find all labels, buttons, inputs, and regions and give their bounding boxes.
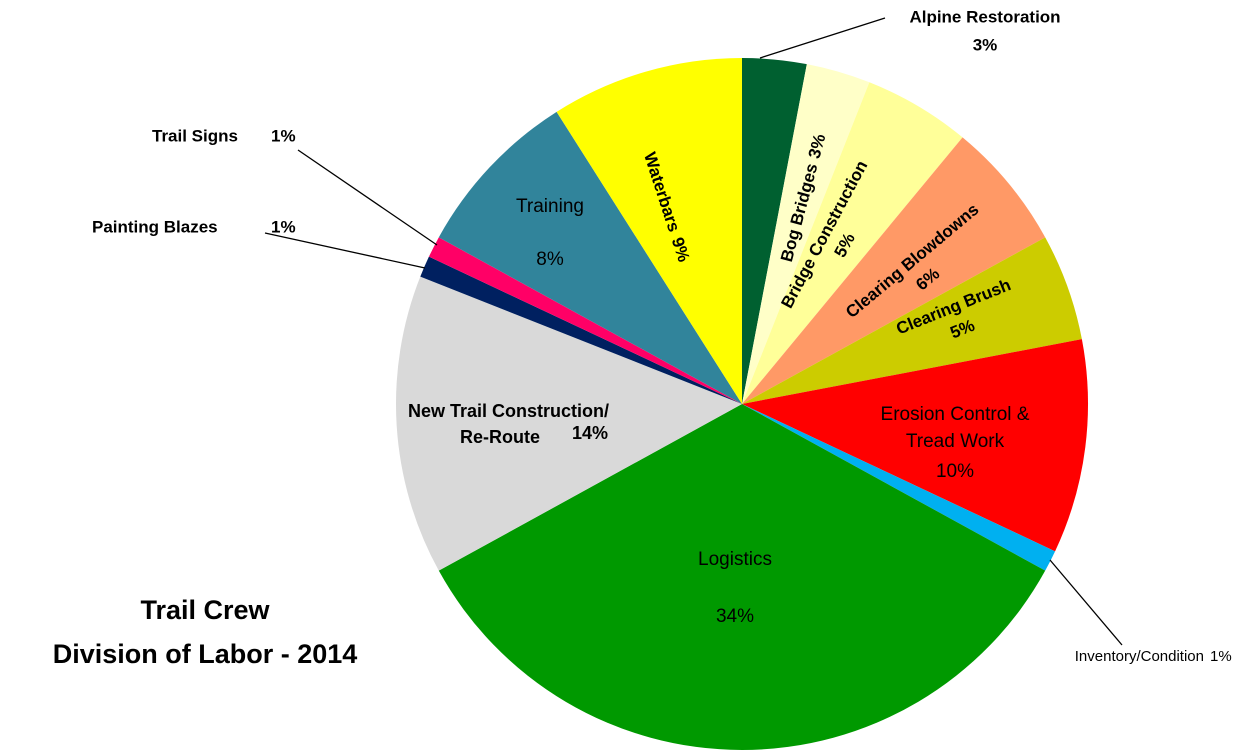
slice-label: Painting Blazes 1% [92, 217, 296, 236]
slice-label: Training 8% [516, 196, 584, 270]
value-label: 14% [572, 423, 608, 443]
value-label: 1% [271, 217, 296, 236]
slice-label: Inventory/Condition 1% [1075, 648, 1232, 665]
slice-label: Trail Signs 1% [152, 126, 296, 145]
slice-label: New Trail Construction/Re-Route 14% [408, 401, 609, 447]
leader-line [759, 17, 886, 59]
leader-line [264, 232, 426, 269]
category-label: Logistics [698, 549, 772, 570]
pie-slice [396, 276, 742, 571]
pie-slice [742, 404, 1056, 571]
category-label: Alpine Restoration [909, 7, 1060, 26]
pie-slice [420, 256, 742, 404]
category-label: Painting Blazes [92, 217, 218, 236]
pie-slice [742, 237, 1082, 404]
chart-title: Division of Labor - 2014 [53, 639, 358, 669]
value-label: 3% [973, 35, 998, 54]
value-label: 10% [936, 461, 974, 482]
value-label: 1% [1210, 648, 1232, 665]
leader-line [297, 149, 438, 246]
pie-slice [742, 82, 963, 404]
value-label: 1% [271, 126, 296, 145]
pie-slice [742, 137, 1046, 405]
category-label: Erosion Control & Tread Work [881, 404, 1030, 452]
category-label: Training [516, 196, 584, 217]
slice-label: Alpine Restoration 3% [909, 7, 1060, 54]
pie-slice [742, 58, 807, 404]
leader-line [1049, 559, 1123, 646]
pie-slice [438, 111, 742, 404]
value-label: 34% [716, 606, 754, 627]
chart-title: Trail Crew [140, 595, 270, 625]
pie-slice [742, 339, 1088, 552]
slice-label: Logistics 34% [698, 549, 772, 627]
pie-slice [556, 58, 742, 404]
pie-slice [428, 237, 742, 404]
category-label: New Trail Construction/Re-Route [408, 401, 609, 447]
category-label: Inventory/Condition [1075, 648, 1204, 665]
pie-slice [438, 404, 1046, 750]
slice-label: Erosion Control & Tread Work 10% [881, 404, 1030, 482]
value-label: 8% [536, 249, 564, 270]
category-label: Trail Signs [152, 126, 238, 145]
pie-slice [742, 64, 870, 405]
